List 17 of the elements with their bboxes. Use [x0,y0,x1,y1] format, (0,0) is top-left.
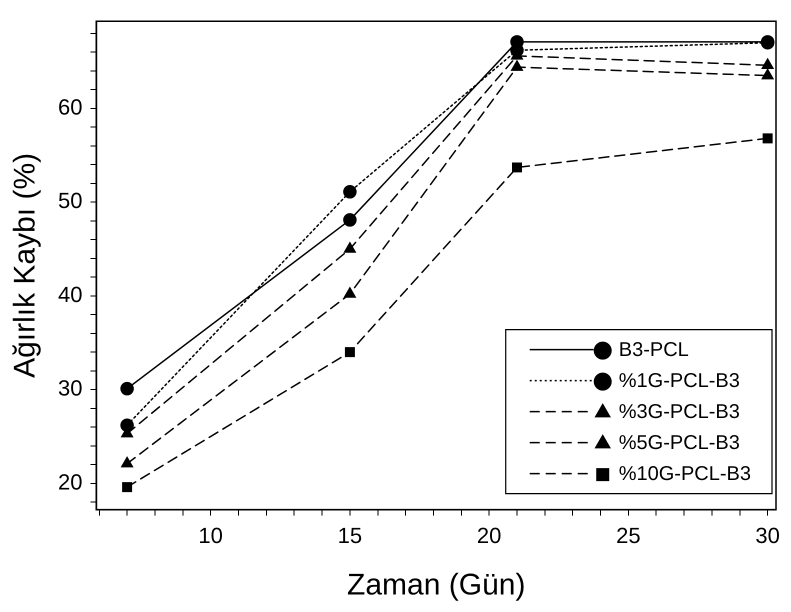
y-tick-label: 30 [58,376,82,401]
legend-label: %1G-PCL-B3 [618,370,740,392]
x-tick-label: 15 [338,522,362,548]
y-tick-label: 60 [58,94,82,120]
legend-label: %3G-PCL-B3 [618,401,740,424]
x-tick-label: 10 [198,522,223,548]
legend-label: %10G-PCL-B3 [618,463,752,486]
legend-label: B3-PCL [618,339,689,362]
x-tick-label: 25 [616,522,641,548]
y-tick-label: 40 [58,282,82,307]
x-tick-label: 20 [476,522,502,548]
x-axis-title: Zaman (Gün) [347,568,526,602]
legend-label: %5G-PCL-B3 [618,432,740,454]
y-axis-title: Ağırlık Kaybı (%) [8,152,42,378]
y-tick-label: 20 [58,469,82,494]
x-tick-label: 30 [755,522,780,548]
y-tick-label: 50 [58,188,82,214]
